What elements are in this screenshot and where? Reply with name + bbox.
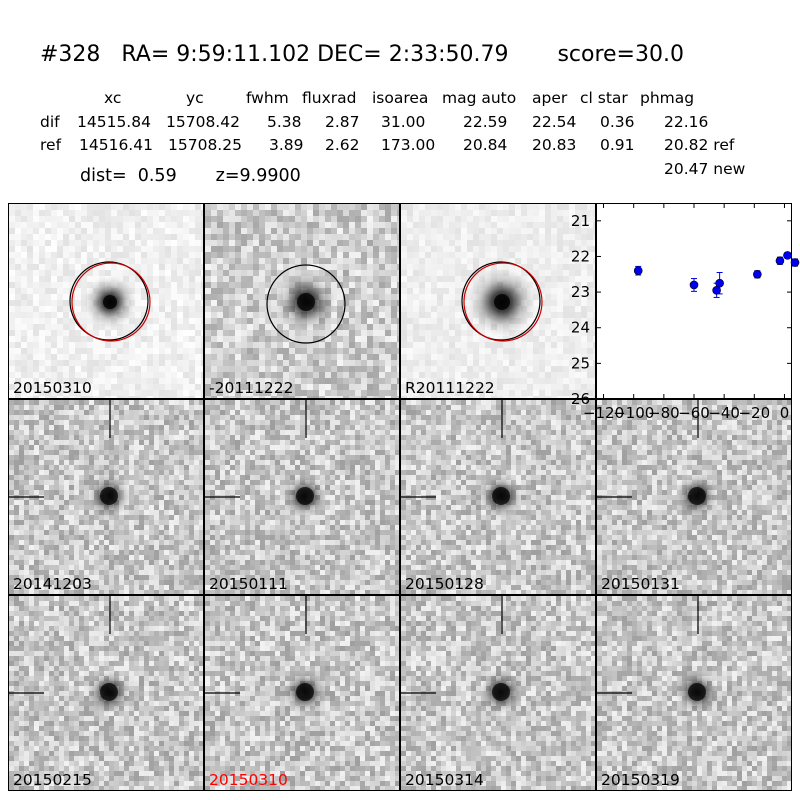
x-tick-label: 0 xyxy=(780,404,790,422)
row-name: ref xyxy=(40,136,62,154)
reference-circle xyxy=(71,262,151,342)
data-point xyxy=(775,256,785,266)
stamp-label: 20150319 xyxy=(601,771,680,789)
table-cell: 15708.25 xyxy=(168,136,242,154)
table-cell: 20.82 ref xyxy=(664,136,735,154)
aperture-circle xyxy=(266,264,346,344)
x-tick-label: −80 xyxy=(648,404,680,422)
table-cell: 15708.42 xyxy=(166,113,240,131)
column-header: aper xyxy=(532,89,568,107)
data-point xyxy=(689,280,699,290)
column-header: xc xyxy=(104,89,122,107)
stamp-panel: 20150111 xyxy=(204,399,400,595)
table-cell: 3.89 xyxy=(269,136,304,154)
table-cell: 14516.41 xyxy=(79,136,153,154)
stamp-image xyxy=(401,400,595,594)
stamp-panel: -20111222 xyxy=(204,203,400,399)
table-cell: 0.36 xyxy=(600,113,635,131)
aperture-circle xyxy=(461,261,541,341)
column-header: fluxrad xyxy=(302,89,357,107)
data-point xyxy=(633,266,643,276)
table-cell: 2.62 xyxy=(325,136,360,154)
stamp-panel: 20141203 xyxy=(8,399,204,595)
new-mag-label: 20.47 new xyxy=(664,160,746,178)
stamp-image xyxy=(9,596,203,790)
stamp-image xyxy=(9,400,203,594)
column-header: mag auto xyxy=(442,89,517,107)
stamp-image xyxy=(205,596,399,790)
y-tick-label: 25 xyxy=(571,354,590,372)
stamp-label: 20150310 xyxy=(209,771,288,789)
x-tick-label: −20 xyxy=(738,404,770,422)
y-tick-label: 26 xyxy=(571,390,590,408)
column-header: cl star xyxy=(580,89,628,107)
table-cell: 2.87 xyxy=(325,113,360,131)
reference-circle xyxy=(463,262,543,342)
column-header: yc xyxy=(186,89,204,107)
page-title: #328 RA= 9:59:11.102 DEC= 2:33:50.79 sco… xyxy=(40,42,684,67)
table-cell: 22.59 xyxy=(463,113,508,131)
stamp-panel: 20150128 xyxy=(400,399,596,595)
table-cell: 5.38 xyxy=(267,113,302,131)
column-header: isoarea xyxy=(372,89,429,107)
table-cell: 20.84 xyxy=(463,136,508,154)
y-tick-label: 22 xyxy=(571,247,590,265)
stamp-label: 20150131 xyxy=(601,575,680,593)
table-cell: 31.00 xyxy=(381,113,426,131)
stamp-label: 20150215 xyxy=(13,771,92,789)
x-tick-label: −40 xyxy=(708,404,740,422)
table-cell: 0.91 xyxy=(600,136,635,154)
stamp-label: -20111222 xyxy=(209,379,294,397)
stamp-panel: R20111222 xyxy=(400,203,596,399)
table-cell: 14515.84 xyxy=(77,113,151,131)
data-point xyxy=(790,258,800,267)
stamp-panel: 20150310 xyxy=(8,203,204,399)
stamp-image xyxy=(597,400,791,594)
stamp-panel: 20150131 xyxy=(596,399,792,595)
x-tick-label: −60 xyxy=(678,404,710,422)
data-point xyxy=(783,251,792,260)
stamp-image xyxy=(205,204,399,398)
stamp-label: 20150314 xyxy=(405,771,484,789)
data-point xyxy=(712,286,721,295)
dist-line: dist= 0.59 z=9.9900 xyxy=(80,166,301,186)
stamp-label: R20111222 xyxy=(405,379,495,397)
stamp-image xyxy=(597,596,791,790)
y-tick-label: 23 xyxy=(571,283,590,301)
data-point xyxy=(753,269,762,279)
column-header: phmag xyxy=(640,89,695,107)
stamp-image xyxy=(401,204,595,398)
y-tick-label: 24 xyxy=(571,319,590,337)
stamp-image xyxy=(9,204,203,398)
plot-frame xyxy=(596,203,792,399)
x-tick-label: −120 xyxy=(583,404,624,422)
table-cell: 22.54 xyxy=(532,113,577,131)
stamp-label: 20141203 xyxy=(13,575,92,593)
stamp-panel: 20150314 xyxy=(400,595,596,791)
light-curve-chart: 21 22 23 24 25 26−120−100−80−60−40−20 0 xyxy=(571,203,800,422)
aperture-circle xyxy=(69,261,149,341)
data-point xyxy=(715,278,724,288)
column-header: fwhm xyxy=(246,89,289,107)
stamp-panel: 20150215 xyxy=(8,595,204,791)
stamp-label: 20150128 xyxy=(405,575,484,593)
row-name: dif xyxy=(40,113,60,131)
y-tick-label: 21 xyxy=(571,212,590,230)
stamp-panel: 20150310 xyxy=(204,595,400,791)
x-tick-label: −100 xyxy=(613,404,654,422)
stamp-label: 20150111 xyxy=(209,575,288,593)
table-cell: 22.16 xyxy=(664,113,709,131)
table-cell: 173.00 xyxy=(381,136,436,154)
stamp-label: 20150310 xyxy=(13,379,92,397)
stamp-image xyxy=(401,596,595,790)
table-cell: 20.83 xyxy=(532,136,577,154)
stamp-image xyxy=(205,400,399,594)
stamp-panel: 20150319 xyxy=(596,595,792,791)
